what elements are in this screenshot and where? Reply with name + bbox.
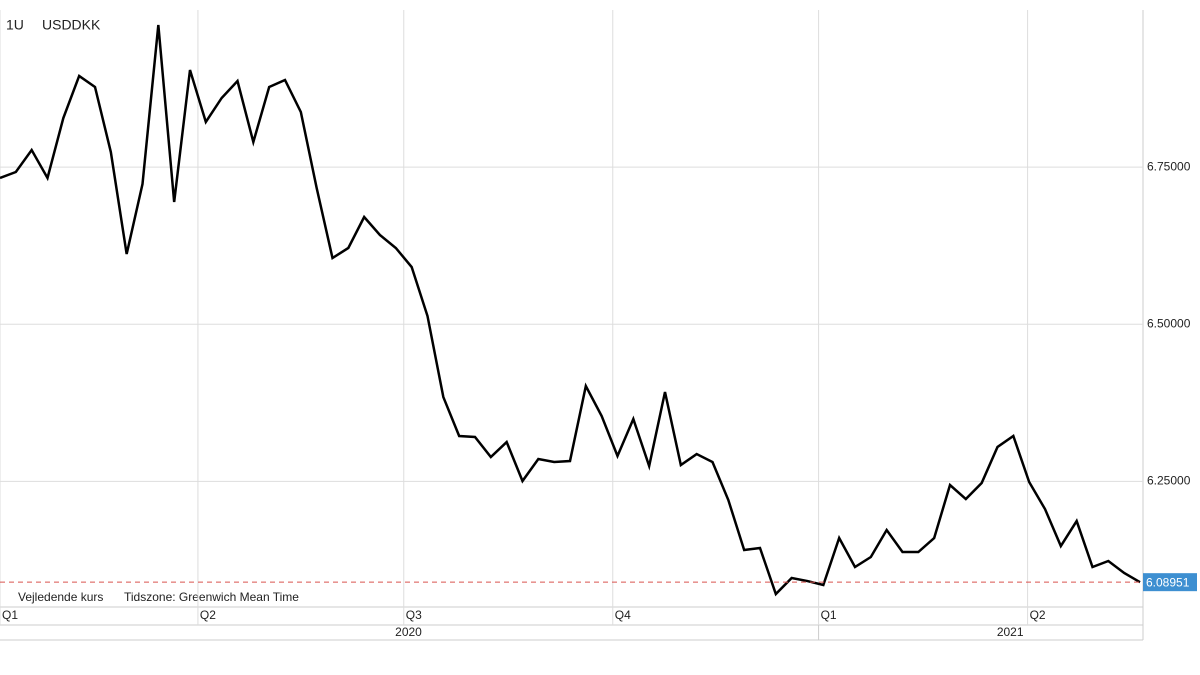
note: Vejledende kurs: [18, 590, 103, 604]
symbol: USDDKK: [42, 17, 101, 33]
last-price-box: [1143, 573, 1197, 592]
period: 1U: [6, 17, 24, 33]
x-tick-label: Q1: [821, 608, 837, 622]
year-label: 2020: [395, 625, 422, 639]
y-tick-label: 6.50000: [1147, 316, 1191, 330]
x-tick-label: Q3: [406, 608, 422, 622]
year-label: 2021: [997, 625, 1024, 639]
y-tick-label: 6.25000: [1147, 473, 1191, 487]
price-line: [0, 24, 1141, 597]
x-tick-label: Q1: [2, 608, 18, 622]
timezone: Tidszone: Greenwich Mean Time: [124, 590, 299, 604]
x-tick-label: Q4: [615, 608, 631, 622]
x-tick-label: Q2: [1030, 608, 1046, 622]
x-tick-label: Q2: [200, 608, 216, 622]
last-price-label: 6.08951: [1146, 575, 1190, 589]
y-tick-label: 6.75000: [1147, 159, 1191, 173]
